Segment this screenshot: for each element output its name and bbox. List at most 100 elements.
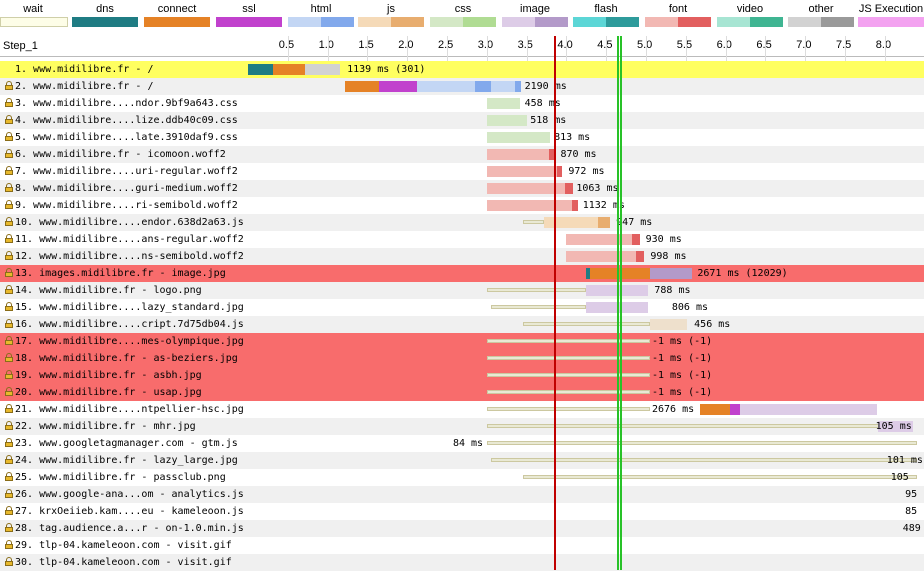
request-row[interactable]: 14. www.midilibre.fr - logo.png 788 ms [0, 282, 924, 299]
request-label[interactable]: 9. www.midilibre....ri-semibold.woff2 [0, 197, 248, 214]
request-row[interactable]: 2. www.midilibre.fr - / 2190 ms [0, 78, 924, 95]
timing-bar [586, 268, 591, 279]
request-row[interactable]: 15. www.midilibre....lazy_standard.jpg 80… [0, 299, 924, 316]
timing-bar [486, 166, 563, 177]
request-row[interactable]: 30. tlp-04.kameleoon.com - visit.gif [0, 554, 924, 571]
lock-icon [5, 387, 13, 396]
request-url: 20. www.midilibre.fr - usap.jpg [15, 387, 202, 398]
request-row[interactable]: 12. www.midilibre....ns-semibold.woff2 99… [0, 248, 924, 265]
lock-icon [5, 251, 13, 260]
request-label[interactable]: 26. www.google-ana...om - analytics.js [0, 486, 248, 503]
request-label[interactable]: 5. www.midilibre....late.3910daf9.css [0, 129, 248, 146]
legend-item-html: html [288, 0, 354, 34]
request-duration: 101 ms [886, 455, 923, 466]
request-row[interactable]: 5. www.midilibre....late.3910daf9.css 813… [0, 129, 924, 146]
request-row[interactable]: 7. www.midilibre....uri-regular.woff2 972… [0, 163, 924, 180]
request-duration: -1 ms (-1) [651, 336, 713, 347]
request-url: 12. www.midilibre....ns-semibold.woff2 [15, 251, 244, 262]
wait-bar [486, 407, 650, 411]
request-url: 8. www.midilibre....guri-medium.woff2 [15, 183, 238, 194]
lock-icon [5, 455, 13, 464]
lock-icon [5, 489, 13, 498]
request-row[interactable]: 26. www.google-ana...om - analytics.js 95 [0, 486, 924, 503]
lock-icon [5, 523, 13, 532]
request-label[interactable]: 29. tlp-04.kameleoon.com - visit.gif [0, 537, 248, 554]
request-label[interactable]: 18. www.midilibre.fr - as-beziers.jpg [0, 350, 248, 367]
request-label[interactable]: 7. www.midilibre....uri-regular.woff2 [0, 163, 248, 180]
request-row[interactable]: 17. www.midilibre....mes-olympique.jpg -1… [0, 333, 924, 350]
request-label[interactable]: 15. www.midilibre....lazy_standard.jpg [0, 299, 248, 316]
request-label[interactable]: 27. krxOeiieb.kam....eu - kameleoon.js [0, 503, 248, 520]
request-duration: -1 ms (-1) [651, 353, 713, 364]
request-row[interactable]: 29. tlp-04.kameleoon.com - visit.gif [0, 537, 924, 554]
request-label[interactable]: 19. www.midilibre.fr - asbh.jpg [0, 367, 248, 384]
request-row[interactable]: 3. www.midilibre....ndor.9bf9a643.css 458… [0, 95, 924, 112]
request-row[interactable]: 20. www.midilibre.fr - usap.jpg -1 ms (-1… [0, 384, 924, 401]
request-row[interactable]: 18. www.midilibre.fr - as-beziers.jpg -1 … [0, 350, 924, 367]
timing-bar [631, 234, 640, 245]
request-row[interactable]: 6. www.midilibre.fr - icomoon.woff2 870 m… [0, 146, 924, 163]
request-label[interactable]: 17. www.midilibre....mes-olympique.jpg [0, 333, 248, 350]
request-row[interactable]: 9. www.midilibre....ri-semibold.woff2 113… [0, 197, 924, 214]
request-label[interactable]: 28. tag.audience.a...r - on-1.0.min.js [0, 520, 248, 537]
lock-icon [5, 132, 13, 141]
legend-label: wait [23, 3, 43, 15]
request-url: 28. tag.audience.a...r - on-1.0.min.js [15, 523, 244, 534]
request-label[interactable]: 12. www.midilibre....ns-semibold.woff2 [0, 248, 248, 265]
request-row[interactable]: 16. www.midilibre....cript.7d75db04.js 45… [0, 316, 924, 333]
request-row[interactable]: 22. www.midilibre.fr - mhr.jpg 105 ms [0, 418, 924, 435]
request-label[interactable]: 3. www.midilibre....ndor.9bf9a643.css [0, 95, 248, 112]
request-duration: -1 ms (-1) [651, 387, 713, 398]
legend-label: html [310, 3, 332, 15]
request-row[interactable]: 21. www.midilibre....ntpellier-hsc.jpg 26… [0, 401, 924, 418]
request-row[interactable]: 13. images.midilibre.fr - image.jpg 2671 … [0, 265, 924, 282]
request-label[interactable]: 11. www.midilibre....ans-regular.woff2 [0, 231, 248, 248]
request-row[interactable]: 8. www.midilibre....guri-medium.woff2 106… [0, 180, 924, 197]
request-label[interactable]: 16. www.midilibre....cript.7d75db04.js [0, 316, 248, 333]
request-row[interactable]: 4. www.midilibre....lize.ddb40c09.css 518… [0, 112, 924, 129]
tick-label: 5.5 [676, 39, 693, 51]
tick-label: 2.5 [438, 39, 454, 51]
request-label[interactable]: 21. www.midilibre....ntpellier-hsc.jpg [0, 401, 248, 418]
time-axis: Step_1 0.5 1.0 1.5 2.0 2.5 3.0 3.5 4.0 4.5 5.0 5.5… [0, 36, 924, 57]
request-duration: 95 [905, 489, 918, 500]
request-url: 5. www.midilibre....late.3910daf9.css [15, 132, 238, 143]
request-label[interactable]: 25. www.midilibre.fr - passclub.png [0, 469, 248, 486]
wait-bar [490, 305, 587, 309]
request-url: 7. www.midilibre....uri-regular.woff2 [15, 166, 238, 177]
request-label[interactable]: 24. www.midilibre.fr - lazy_large.jpg [0, 452, 248, 469]
request-label[interactable]: 22. www.midilibre.fr - mhr.jpg [0, 418, 248, 435]
timing-bar [556, 166, 563, 177]
request-label[interactable]: 10. www.midilibre....endor.638d2a63.js [0, 214, 248, 231]
legend-swatch [645, 17, 711, 27]
tick-label: 6.0 [716, 39, 732, 51]
request-row[interactable]: 1. www.midilibre.fr - / 1139 ms (301) [0, 61, 924, 78]
request-label[interactable]: 23. www.googletagmanager.com - gtm.js [0, 435, 248, 452]
request-row[interactable]: 23. www.googletagmanager.com - gtm.js 84 … [0, 435, 924, 452]
lock-icon [5, 149, 13, 158]
request-label[interactable]: 13. images.midilibre.fr - image.jpg [0, 265, 248, 282]
request-row[interactable]: 10. www.midilibre....endor.638d2a63.js 94… [0, 214, 924, 231]
request-row[interactable]: 28. tag.audience.a...r - on-1.0.min.js 48… [0, 520, 924, 537]
legend-swatch [573, 17, 639, 27]
tick-label: 5.0 [637, 39, 653, 51]
request-label[interactable]: 6. www.midilibre.fr - icomoon.woff2 [0, 146, 248, 163]
request-label[interactable]: 30. tlp-04.kameleoon.com - visit.gif [0, 554, 248, 571]
request-duration: 930 ms [645, 234, 682, 245]
request-url: 1. www.midilibre.fr - / [15, 64, 154, 75]
lock-icon [5, 302, 13, 311]
request-label[interactable]: 14. www.midilibre.fr - logo.png [0, 282, 248, 299]
lock-icon [5, 421, 13, 430]
timing-bar [739, 404, 877, 415]
request-label[interactable]: 20. www.midilibre.fr - usap.jpg [0, 384, 248, 401]
request-row[interactable]: 19. www.midilibre.fr - asbh.jpg -1 ms (-1… [0, 367, 924, 384]
request-row[interactable]: 24. www.midilibre.fr - lazy_large.jpg 101… [0, 452, 924, 469]
request-label[interactable]: 4. www.midilibre....lize.ddb40c09.css [0, 112, 248, 129]
request-label[interactable]: 2. www.midilibre.fr - / [0, 78, 248, 95]
legend-item-js-execution: JS Execution [858, 0, 924, 34]
request-row[interactable]: 11. www.midilibre....ans-regular.woff2 93… [0, 231, 924, 248]
request-row[interactable]: 25. www.midilibre.fr - passclub.png 105 [0, 469, 924, 486]
request-label[interactable]: 1. www.midilibre.fr - / [0, 61, 248, 78]
request-row[interactable]: 27. krxOeiieb.kam....eu - kameleoon.js 85 [0, 503, 924, 520]
request-label[interactable]: 8. www.midilibre....guri-medium.woff2 [0, 180, 248, 197]
